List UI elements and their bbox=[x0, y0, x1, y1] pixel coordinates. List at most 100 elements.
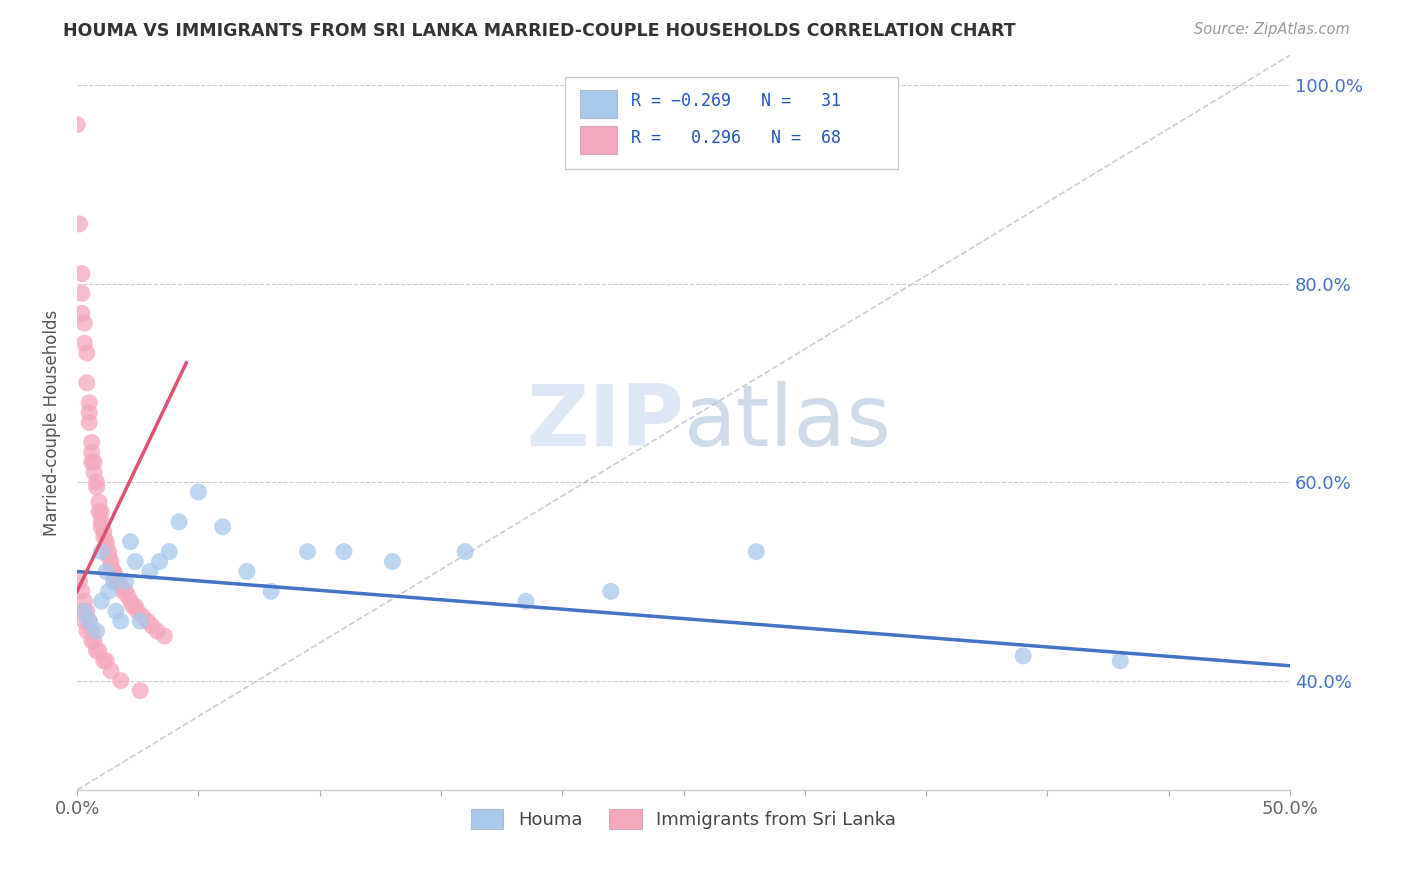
Point bbox=[90, 594, 112, 608]
Text: HOUMA VS IMMIGRANTS FROM SRI LANKA MARRIED-COUPLE HOUSEHOLDS CORRELATION CHART: HOUMA VS IMMIGRANTS FROM SRI LANKA MARRI… bbox=[63, 22, 1017, 40]
Point bbox=[83, 465, 105, 479]
Point bbox=[104, 604, 127, 618]
Point bbox=[236, 565, 259, 579]
Point bbox=[93, 524, 115, 539]
Point bbox=[76, 376, 98, 390]
Point bbox=[103, 574, 125, 589]
Legend: Houma, Immigrants from Sri Lanka: Houma, Immigrants from Sri Lanka bbox=[464, 802, 904, 836]
Point bbox=[745, 544, 768, 558]
Point bbox=[297, 544, 319, 558]
Point bbox=[114, 574, 136, 589]
Point bbox=[70, 286, 93, 301]
Point bbox=[86, 644, 108, 658]
Point bbox=[127, 604, 149, 618]
Point bbox=[76, 604, 98, 618]
Point bbox=[1109, 654, 1132, 668]
Point bbox=[131, 609, 153, 624]
Point bbox=[86, 480, 108, 494]
Point bbox=[80, 445, 103, 459]
Bar bbox=[581, 127, 617, 154]
Point bbox=[260, 584, 283, 599]
Point bbox=[97, 584, 120, 599]
Point bbox=[153, 629, 176, 643]
Point bbox=[83, 455, 105, 469]
Point bbox=[96, 534, 118, 549]
Point bbox=[141, 619, 163, 633]
Point bbox=[80, 624, 103, 638]
Point bbox=[112, 584, 135, 599]
Point bbox=[73, 316, 96, 330]
Point bbox=[1012, 648, 1035, 663]
Point bbox=[69, 574, 91, 589]
Point bbox=[73, 336, 96, 351]
Point bbox=[104, 574, 127, 589]
Point bbox=[70, 306, 93, 320]
Point bbox=[100, 559, 122, 574]
Text: R = −0.269   N =   31: R = −0.269 N = 31 bbox=[631, 93, 841, 111]
Point bbox=[110, 614, 132, 628]
Point bbox=[136, 614, 159, 628]
Point bbox=[96, 540, 118, 554]
Point bbox=[87, 505, 110, 519]
Bar bbox=[581, 90, 617, 118]
Point bbox=[96, 654, 118, 668]
Point bbox=[124, 555, 146, 569]
Point bbox=[129, 683, 152, 698]
Point bbox=[599, 584, 621, 599]
Point bbox=[90, 515, 112, 529]
Point bbox=[103, 565, 125, 579]
Point bbox=[120, 594, 142, 608]
Point bbox=[69, 217, 91, 231]
Point bbox=[87, 644, 110, 658]
Point bbox=[66, 118, 89, 132]
Point bbox=[87, 495, 110, 509]
Point bbox=[157, 544, 180, 558]
Point bbox=[86, 624, 108, 638]
Point bbox=[90, 520, 112, 534]
Point bbox=[110, 673, 132, 688]
Point bbox=[139, 565, 162, 579]
Point bbox=[211, 520, 233, 534]
Point bbox=[454, 544, 477, 558]
Point bbox=[120, 534, 142, 549]
Point bbox=[77, 395, 100, 409]
Point bbox=[77, 614, 100, 628]
Point bbox=[77, 416, 100, 430]
Point bbox=[122, 599, 145, 614]
Point bbox=[97, 549, 120, 564]
Point bbox=[104, 569, 127, 583]
Point bbox=[76, 346, 98, 360]
Text: Source: ZipAtlas.com: Source: ZipAtlas.com bbox=[1194, 22, 1350, 37]
Point bbox=[100, 664, 122, 678]
Point bbox=[83, 634, 105, 648]
Point bbox=[97, 544, 120, 558]
Point bbox=[73, 614, 96, 628]
Point bbox=[381, 555, 404, 569]
Point bbox=[77, 614, 100, 628]
Point bbox=[129, 614, 152, 628]
Point bbox=[515, 594, 537, 608]
Y-axis label: Married-couple Households: Married-couple Households bbox=[44, 310, 60, 536]
Point bbox=[73, 604, 96, 618]
Point bbox=[86, 475, 108, 489]
Point bbox=[100, 555, 122, 569]
FancyBboxPatch shape bbox=[565, 78, 898, 169]
Point bbox=[117, 589, 139, 603]
Text: atlas: atlas bbox=[683, 381, 891, 464]
Point bbox=[103, 565, 125, 579]
Point bbox=[80, 634, 103, 648]
Point bbox=[77, 406, 100, 420]
Point bbox=[167, 515, 190, 529]
Point bbox=[114, 584, 136, 599]
Point bbox=[93, 654, 115, 668]
Text: R =   0.296   N =  68: R = 0.296 N = 68 bbox=[631, 129, 841, 147]
Point bbox=[93, 530, 115, 544]
Point bbox=[107, 574, 129, 589]
Point bbox=[110, 579, 132, 593]
Point bbox=[90, 505, 112, 519]
Point bbox=[70, 267, 93, 281]
Text: ZIP: ZIP bbox=[526, 381, 683, 464]
Point bbox=[70, 584, 93, 599]
Point bbox=[73, 594, 96, 608]
Point bbox=[80, 435, 103, 450]
